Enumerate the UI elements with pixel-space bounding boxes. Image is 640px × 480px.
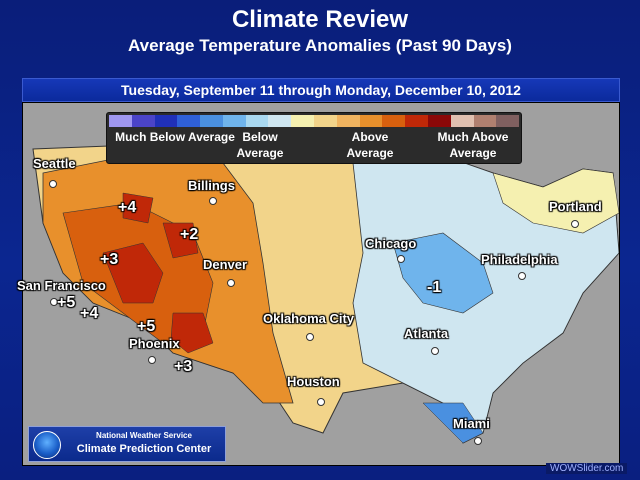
date-range-banner: Tuesday, September 11 through Monday, De… [22, 78, 620, 102]
city-marker-atlanta [431, 347, 439, 355]
city-label-seattle: Seattle [33, 156, 76, 171]
city-marker-chicago [397, 255, 405, 263]
legend-swatch-7 [268, 115, 292, 127]
legend-label-much-above: Much Above Average [437, 130, 509, 160]
legend-swatch-17 [496, 115, 520, 127]
legend-swatch-8 [291, 115, 315, 127]
city-label-billings: Billings [188, 178, 235, 193]
city-label-miami: Miami [453, 416, 490, 431]
anomaly-label-minus1: -1 [427, 279, 442, 296]
page-subtitle: Average Temperature Anomalies (Past 90 D… [128, 36, 512, 55]
legend-swatch-5 [222, 115, 246, 127]
anomaly-label-plus5-coast: +5 [57, 294, 76, 311]
cold-anomaly-region [392, 232, 494, 314]
city-label-portland: Portland [549, 199, 602, 214]
city-marker-seattle [49, 180, 57, 188]
anomaly-label-plus3-south: +3 [174, 358, 193, 375]
very-hot-region-3 [162, 222, 199, 259]
city-marker-houston [317, 398, 325, 406]
city-marker-billings [209, 197, 217, 205]
logo-line-1: National Weather Service [96, 431, 192, 440]
city-label-denver: Denver [203, 257, 248, 272]
city-label-chicago: Chicago [365, 236, 417, 251]
city-marker-philadelphia [518, 272, 526, 280]
legend-label-much-below: Much Below Average [115, 130, 235, 144]
legend-swatch-6 [245, 115, 269, 127]
anomaly-label-plus5-south: +5 [137, 318, 156, 335]
legend-color-bar [109, 115, 520, 127]
city-marker-oklahoma-city [306, 333, 314, 341]
city-marker-san-francisco [50, 298, 58, 306]
city-label-atlanta: Atlanta [404, 326, 449, 341]
city-label-san-francisco: San Francisco [17, 278, 106, 293]
legend-swatch-2 [154, 115, 178, 127]
city-label-houston: Houston [287, 374, 340, 389]
city-marker-miami [474, 437, 482, 445]
anomaly-label-plus4-north: +4 [118, 199, 137, 216]
florida-cool-region [422, 402, 484, 444]
anomaly-label-plus4-coast: +4 [80, 305, 99, 322]
city-label-philadelphia: Philadelphia [481, 252, 558, 267]
watermark: WOWSlider.com [546, 463, 628, 474]
header: Climate Review Average Temperature Anoma… [0, 0, 640, 64]
anomaly-label-plus3-west: +3 [100, 251, 119, 268]
city-label-phoenix: Phoenix [129, 336, 180, 351]
noaa-seal-icon [33, 431, 61, 459]
legend: Much Below Average Below Average Above A… [106, 112, 522, 164]
legend-swatch-10 [336, 115, 360, 127]
legend-swatch-0 [109, 115, 132, 127]
legend-swatch-16 [473, 115, 497, 127]
city-marker-denver [227, 279, 235, 287]
legend-swatch-1 [131, 115, 155, 127]
city-label-oklahoma-city: Oklahoma City [263, 311, 355, 326]
city-marker-portland [571, 220, 579, 228]
noaa-logo-box: National Weather Service Climate Predict… [28, 426, 226, 462]
logo-line-2: Climate Prediction Center [76, 443, 212, 455]
legend-swatch-11 [359, 115, 383, 127]
legend-label-below: Below Average [236, 130, 284, 160]
legend-swatch-3 [177, 115, 201, 127]
legend-swatch-12 [382, 115, 406, 127]
legend-swatch-13 [405, 115, 428, 127]
legend-swatch-4 [200, 115, 223, 127]
city-marker-phoenix [148, 356, 156, 364]
legend-swatch-9 [314, 115, 337, 127]
very-hot-region-2 [170, 312, 214, 354]
page-title: Climate Review [231, 6, 409, 33]
legend-swatch-15 [450, 115, 474, 127]
very-hot-region-1 [102, 242, 164, 304]
legend-label-above: Above Average [346, 130, 394, 160]
anomaly-label-plus2: +2 [180, 226, 199, 243]
northeast-warm-region [492, 168, 619, 234]
very-hot-region-4 [122, 192, 154, 224]
legend-swatch-14 [427, 115, 451, 127]
